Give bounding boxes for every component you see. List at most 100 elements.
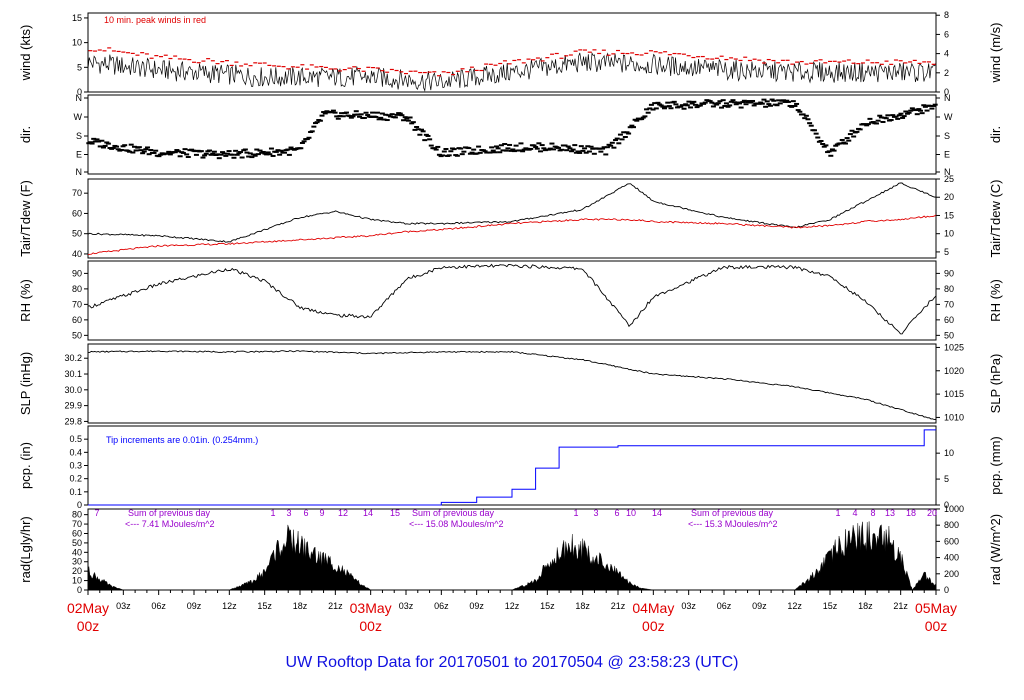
rad-hour-label: 18 xyxy=(906,508,916,518)
slp-right-tick-label: 1015 xyxy=(944,389,964,399)
rad-area xyxy=(87,521,937,591)
dir-panel xyxy=(87,94,937,175)
wind-right-tick-label: 8 xyxy=(944,10,949,20)
slp-panel xyxy=(87,343,937,424)
x-tick-label: 03z xyxy=(116,601,131,611)
x-day-sub-label: 00z xyxy=(642,618,665,634)
x-day-label: 04May xyxy=(632,600,674,616)
rad-hour-label: 10 xyxy=(626,508,636,518)
dir-tick-label: W xyxy=(74,112,83,122)
x-day-label: 02May xyxy=(67,600,109,616)
rad-hour-label: 1 xyxy=(573,508,578,518)
wind-ylabel: wind (kts) xyxy=(18,25,33,82)
rad-tick-label: 80 xyxy=(72,510,82,520)
slp-series xyxy=(88,350,937,421)
wind-panel xyxy=(87,12,937,93)
rad-tick-label: 50 xyxy=(72,538,82,548)
pcp-tick-label: 0 xyxy=(77,500,82,510)
rad-hour-label: 1 xyxy=(270,508,275,518)
x-day-sub-label: 00z xyxy=(925,618,948,634)
x-tick-label: 12z xyxy=(222,601,237,611)
dir-tick-label: E xyxy=(76,150,82,160)
slp-right-tick-label: 1010 xyxy=(944,412,964,422)
temp-right-tick-label: 5 xyxy=(944,247,949,257)
rad-tick-label: 30 xyxy=(72,557,82,567)
rad-hour-label: 20 xyxy=(927,508,937,518)
rad-hour-label: 14 xyxy=(652,508,662,518)
dir-ylabel: dir. xyxy=(18,126,33,143)
x-tick-label: 15z xyxy=(823,601,838,611)
rad-hour-label: 6 xyxy=(303,508,308,518)
pcp-tick-label: 0.4 xyxy=(69,447,82,457)
temp-ylabel-right: Tair/Tdew (C) xyxy=(988,179,1003,257)
rad-hour-label: 8 xyxy=(870,508,875,518)
rad-hour-label: 3 xyxy=(593,508,598,518)
x-tick-label: 09z xyxy=(469,601,484,611)
dir-tick-label: S xyxy=(76,131,82,141)
rad-sum-title: Sum of previous day xyxy=(691,508,774,518)
dir-right-tick-label: N xyxy=(944,167,951,177)
rad-hour-label: 13 xyxy=(885,508,895,518)
slp-tick-label: 30.0 xyxy=(64,385,82,395)
figure-title: UW Rooftop Data for 20170501 to 20170504… xyxy=(286,654,739,671)
rad-tick-label: 60 xyxy=(72,528,82,538)
pcp-ylabel: pcp. (in) xyxy=(18,442,33,489)
rad-hour-label: 15 xyxy=(390,508,400,518)
rad-hour-label: 4 xyxy=(852,508,857,518)
temp-right-tick-label: 20 xyxy=(944,192,954,202)
x-tick-label: 03z xyxy=(399,601,414,611)
rh-right-tick-label: 70 xyxy=(944,299,954,309)
x-day-label: 03May xyxy=(350,600,392,616)
rh-right-tick-label: 50 xyxy=(944,330,954,340)
pcp-tick-label: 0.1 xyxy=(69,487,82,497)
temp-tick-label: 60 xyxy=(72,208,82,218)
rad-tick-label: 70 xyxy=(72,519,82,529)
rad-hour-label: 1 xyxy=(835,508,840,518)
tair-series xyxy=(87,182,937,243)
wind-right-tick-label: 2 xyxy=(944,68,949,78)
x-tick-label: 15z xyxy=(257,601,272,611)
x-day-sub-label: 00z xyxy=(77,618,100,634)
rad-hour-label: 9 xyxy=(319,508,324,518)
x-day-label: 05May xyxy=(915,600,957,616)
rad-sum-title: Sum of previous day xyxy=(128,508,211,518)
x-tick-label: 18z xyxy=(858,601,873,611)
pcp-tick-label: 0.2 xyxy=(69,474,82,484)
rad-panel xyxy=(87,508,937,591)
pcp-tick-label: 0.3 xyxy=(69,461,82,471)
pcp-ylabel-right: pcp. (mm) xyxy=(988,436,1003,495)
temp-ylabel: Tair/Tdew (F) xyxy=(18,180,33,257)
rh-right-tick-label: 80 xyxy=(944,284,954,294)
temp-right-tick-label: 10 xyxy=(944,229,954,239)
x-tick-label: 06z xyxy=(151,601,166,611)
rad-tick-label: 40 xyxy=(72,547,82,557)
rad-sum-value: <--- 15.08 MJoules/m^2 xyxy=(409,519,504,529)
wind-right-tick-label: 0 xyxy=(944,87,949,97)
wind-right-tick-label: 6 xyxy=(944,29,949,39)
x-tick-label: 06z xyxy=(434,601,449,611)
rad-ylabel-right: rad (W/m^2) xyxy=(988,514,1003,585)
rad-right-tick-label: 600 xyxy=(944,536,959,546)
rad-right-tick-label: 1000 xyxy=(944,504,964,514)
rad-hour-label: 12 xyxy=(338,508,348,518)
wind-ylabel-right: wind (m/s) xyxy=(988,23,1003,84)
temp-tick-label: 40 xyxy=(72,249,82,259)
tdew-series xyxy=(87,214,937,256)
x-tick-label: 09z xyxy=(752,601,767,611)
pcp-right-tick-label: 5 xyxy=(944,474,949,484)
rad-right-tick-label: 0 xyxy=(944,585,949,595)
dir-tick-label: N xyxy=(76,167,83,177)
rad-sum-title: Sum of previous day xyxy=(412,508,495,518)
pcp-right-tick-label: 10 xyxy=(944,448,954,458)
rh-series xyxy=(87,263,937,335)
slp-tick-label: 30.1 xyxy=(64,369,82,379)
dir-tick-label: N xyxy=(76,93,83,103)
wind-tick-label: 0 xyxy=(77,87,82,97)
slp-right-tick-label: 1025 xyxy=(944,342,964,352)
rad-sum-value: <--- 15.3 MJoules/m^2 xyxy=(688,519,778,529)
wind-series xyxy=(87,51,937,92)
slp-tick-label: 29.9 xyxy=(64,401,82,411)
dir-right-tick-label: S xyxy=(944,131,950,141)
rh-tick-label: 80 xyxy=(72,284,82,294)
